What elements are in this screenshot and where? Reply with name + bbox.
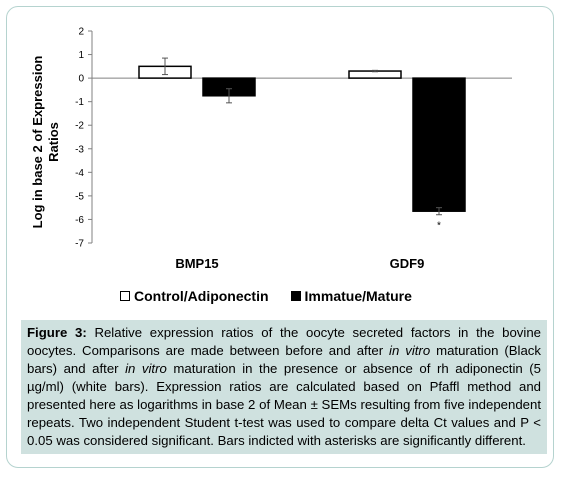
y-tick-label: -7	[75, 239, 84, 250]
legend-label-control: Control/Adiponectin	[134, 288, 269, 304]
y-tick-label: 0	[78, 74, 84, 85]
category-label: BMP15	[175, 256, 218, 271]
y-tick-label: -4	[75, 168, 84, 179]
caption-part-4: maturation in the presence or absence of…	[27, 361, 541, 448]
bars: *	[138, 57, 466, 232]
caption-body: Relative expression ratios of the oocyte…	[27, 325, 541, 448]
legend-item-immature: Immatue/Mature	[290, 288, 412, 304]
y-tick-label: -5	[75, 191, 84, 202]
y-tick-label: -2	[75, 121, 84, 132]
y-tick-label: -1	[75, 97, 84, 108]
legend-swatch-immature	[290, 291, 301, 301]
bar	[412, 77, 466, 212]
significance-asterisk: *	[437, 221, 441, 232]
legend-label-immature: Immatue/Mature	[304, 288, 412, 304]
y-tick-label: 2	[78, 27, 84, 38]
legend-swatch-control	[120, 291, 130, 301]
y-axis-label-line-2: Ratios	[46, 122, 61, 162]
caption-part-3: in vitro	[125, 361, 167, 376]
y-tick-label: -3	[75, 144, 84, 155]
y-axis-label: Log in base 2 of Expression Ratios	[30, 56, 61, 229]
y-tick-label: -6	[75, 215, 84, 226]
caption-label: Figure 3:	[27, 325, 87, 340]
caption-part-0: Relative expression ratios of the oocyte…	[27, 325, 542, 358]
category-label: GDF9	[390, 256, 425, 271]
legend: Control/Adiponectin Immatue/Mature	[120, 288, 460, 304]
y-tick-label: 1	[78, 50, 84, 61]
y-axis-label-line-1: Log in base 2 of Expression	[30, 56, 45, 229]
category-labels: BMP15 GDF9	[175, 256, 424, 271]
figure-caption: Figure 3: Relative expression ratios of …	[21, 320, 547, 454]
caption-part-1: in vitro	[389, 343, 431, 358]
legend-item-control: Control/Adiponectin	[120, 288, 269, 304]
caption-part-2: maturation (Black bars) and after	[27, 343, 541, 376]
bar-chart: Log in base 2 of Expression Ratios 2 1 0 -1…	[30, 27, 512, 271]
